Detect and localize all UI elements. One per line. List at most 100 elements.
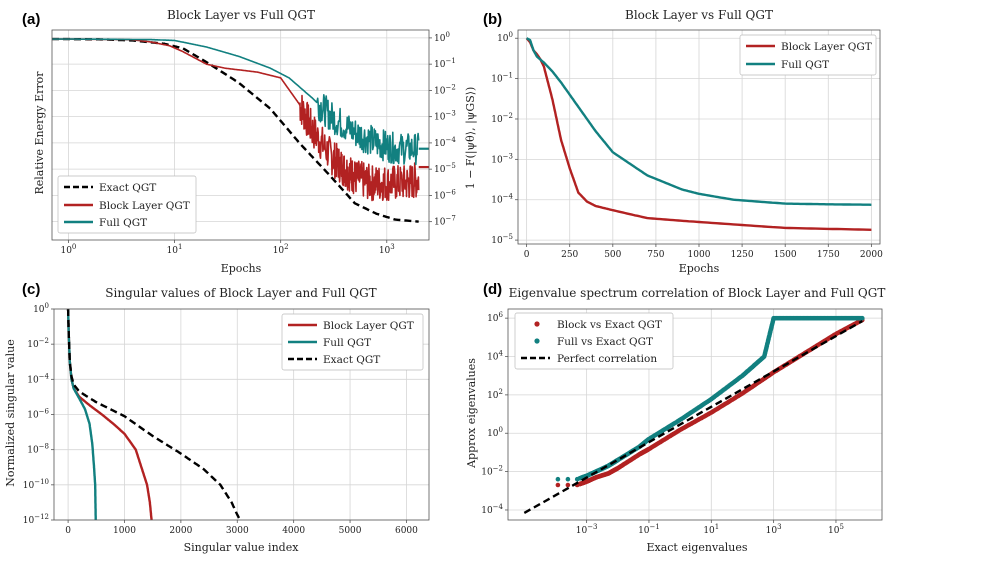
panel-b: (b) Block Layer vs Full QGT Epochs 1 − F… [464,8,883,275]
legend-entry: Full vs Exact QGT [557,336,653,348]
panel-d: (d) Eigenvalue spectrum correlation of B… [465,281,885,554]
x-tick-label: 6000 [395,526,418,536]
legend-entry: Block Layer QGT [99,200,190,212]
x-tick-label: 101 [703,523,719,536]
x-tick-label: 4000 [282,526,305,536]
panel-c-legend-box [281,313,424,371]
legend-entry: Block vs Exact QGT [557,319,662,331]
y-tick-label: 10−2 [27,337,49,350]
panel-b-legend: Block Layer QGT Full QGT [739,34,877,76]
legend-entry: Full QGT [323,337,371,349]
y-tick-label: 10−5 [491,233,513,246]
y-tick-label: 100 [487,426,503,439]
x-tick-label: 2000 [169,526,192,536]
y-tick-label: 10−4 [491,193,513,206]
legend-swatch-block [534,321,540,327]
panel-d-legend-box [514,312,674,370]
y-tick-label: 10−12 [23,513,49,526]
series-full-qgt-line [51,38,420,166]
panel-a-xlabel: Epochs [221,262,262,275]
series-full-vs-exact-qgt-point [860,315,865,321]
x-tick-label: 102 [273,243,289,256]
y-tick-label: 10−10 [23,478,49,491]
panel-d-ylabel: Approx eigenvalues [465,358,478,469]
y-tick-label: 10−3 [491,152,513,165]
x-tick-label: 101 [167,243,183,256]
x-tick-label: 1000 [113,526,136,536]
y-tick-label: 10−4 [27,372,49,385]
y-tick-label: 10−3 [434,110,456,123]
panel-b-title: Block Layer vs Full QGT [625,8,773,22]
panel-label-c: (c) [22,281,40,298]
x-tick-label: 10−3 [576,523,598,536]
panel-d-frame [507,308,883,521]
y-tick-label: 10−8 [27,443,49,456]
series-block-vs-exact-qgt-point [565,482,571,488]
y-tick-label: 106 [487,311,503,324]
legend-entry: Block Layer QGT [781,41,872,53]
y-tick-label: 100 [33,302,49,315]
series-full-vs-exact-qgt-point [555,476,561,482]
y-tick-label: 10−4 [481,503,503,516]
panel-c-xlabel: Singular value index [184,541,300,554]
x-tick-label: 0 [524,250,530,260]
x-tick-label: 100 [60,243,76,256]
legend-entry: Full QGT [99,217,147,229]
x-tick-label: 103 [766,523,782,536]
y-tick-label: 10−2 [481,465,503,478]
x-tick-label: 1250 [731,250,754,260]
x-tick-label: 1000 [688,250,711,260]
x-tick-label: 250 [561,250,578,260]
legend-entry: Full QGT [781,59,829,71]
series-exact-qgt-line [66,308,242,521]
y-tick-label: 10−6 [27,408,49,421]
series-full-qgt-line [525,37,872,206]
legend-entry: Exact QGT [99,182,156,194]
panel-a-legend: Exact QGT Block Layer QGT Full QGT [57,175,197,234]
panel-b-xlabel: Epochs [679,262,720,275]
y-tick-label: 10−4 [434,136,456,149]
x-tick-label: 0 [65,526,71,536]
y-tick-label: 10−2 [491,112,513,125]
legend-entry: Block Layer QGT [323,320,414,332]
legend-entry: Exact QGT [323,354,380,366]
y-tick-label: 10−5 [434,162,456,175]
x-tick-label: 500 [604,250,621,260]
panel-c: (c) Singular values of Block Layer and F… [4,281,430,554]
series-block-vs-exact-qgt-point [555,482,561,488]
y-tick-label: 100 [434,31,450,44]
x-tick-label: 1500 [774,250,797,260]
panel-d-legend: Block vs Exact QGT Full vs Exact QGT Per… [514,312,674,370]
panel-a: (a) Block Layer vs Full QGT Epochs Relat… [22,8,456,275]
legend-swatch-full [534,338,540,344]
x-tick-label: 750 [647,250,664,260]
panel-c-ylabel: Normalized singular value [4,339,17,486]
panel-c-title: Singular values of Block Layer and Full … [105,286,376,300]
x-tick-label: 10−1 [638,523,660,536]
y-tick-label: 10−2 [434,83,456,96]
panel-a-ylabel: Relative Energy Error [33,71,46,195]
x-tick-label: 105 [828,523,844,536]
y-tick-label: 10−1 [434,57,456,70]
panel-d-xlabel: Exact eigenvalues [646,541,747,554]
y-tick-label: 100 [497,31,513,44]
panel-b-ylabel: 1 − F(|ψθ⟩, |ψGS⟩) [464,87,478,190]
panel-a-legend-box [57,175,197,234]
y-tick-label: 10−1 [491,72,513,85]
panel-label-d: (d) [483,281,502,298]
x-tick-label: 1750 [817,250,840,260]
panel-label-a: (a) [22,11,40,28]
x-tick-label: 5000 [339,526,362,536]
x-tick-label: 103 [379,243,395,256]
panel-d-title: Eigenvalue spectrum correlation of Block… [509,286,886,300]
y-tick-label: 104 [487,350,503,363]
legend-entry: Perfect correlation [557,353,657,365]
series-full-vs-exact-qgt-point [565,476,571,482]
y-tick-label: 10−6 [434,188,456,201]
panel-a-frame [51,29,430,241]
x-tick-label: 3000 [226,526,249,536]
panel-c-legend: Block Layer QGT Full QGT Exact QGT [281,313,424,371]
y-tick-label: 10−7 [434,215,456,228]
panel-a-title: Block Layer vs Full QGT [167,8,315,22]
